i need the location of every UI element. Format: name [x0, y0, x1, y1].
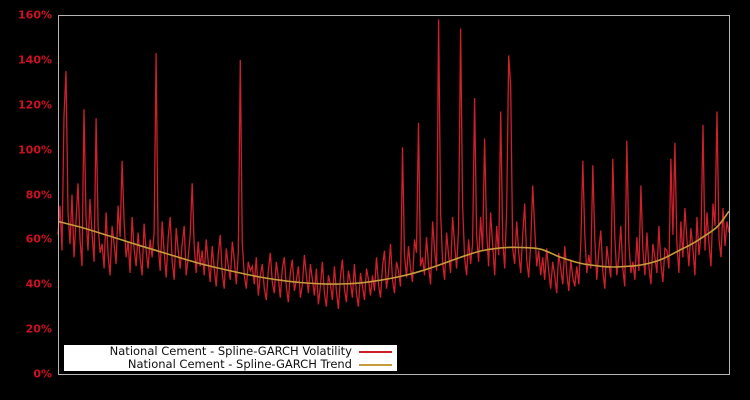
legend-label-trend: National Cement - Spline-GARCH Trend [127, 357, 352, 371]
y-tick-label: 80% [25, 188, 52, 201]
legend-line-sample-volatility [359, 350, 392, 353]
y-tick-label: 120% [18, 98, 52, 112]
trend-line [57, 210, 730, 285]
legend-line-sample-trend [359, 363, 392, 366]
legend-row-trend: National Cement - Spline-GARCH Trend [128, 358, 392, 371]
y-tick-label: 60% [25, 232, 52, 246]
plot-frame [58, 15, 730, 375]
y-tick-label: 100% [18, 143, 52, 157]
legend-row-volatility: National Cement - Spline-GARCH Volatilit… [110, 345, 392, 358]
y-axis: 0% 20% 40% 60% 80% 100% 120% 140% 160% [0, 0, 54, 400]
volatility-line [57, 19, 730, 309]
y-tick-label: 140% [18, 53, 52, 67]
y-tick-label: 0% [33, 367, 52, 381]
y-tick-label: 20% [25, 322, 52, 336]
y-tick-label: 40% [25, 277, 52, 291]
legend-label-volatility: National Cement - Spline-GARCH Volatilit… [109, 344, 352, 358]
y-tick-label: 160% [18, 8, 52, 22]
legend: National Cement - Spline-GARCH Volatilit… [64, 345, 397, 371]
